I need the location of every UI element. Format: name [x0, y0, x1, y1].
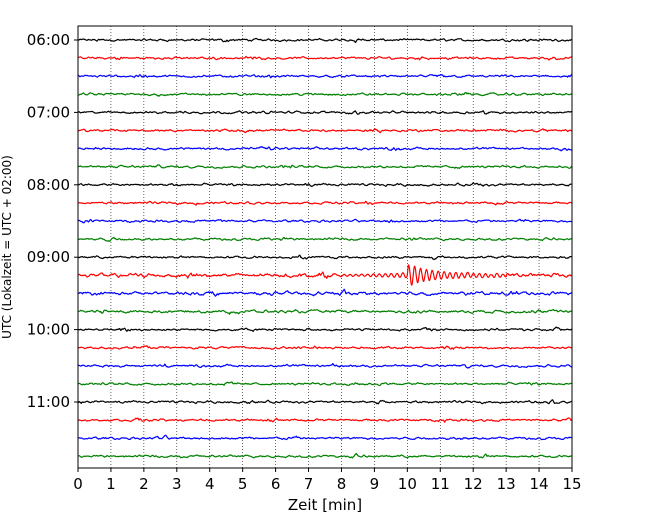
y-tick-label: 10:00 [27, 321, 70, 339]
trace-1115 [77, 417, 573, 423]
x-tick-label: 13 [497, 475, 516, 493]
trace-0730 [77, 146, 573, 152]
trace-1030 [77, 363, 573, 369]
seismogram-traces [77, 37, 573, 459]
x-tick-label: 8 [337, 475, 347, 493]
x-tick-label: 11 [431, 475, 450, 493]
trace-0845 [77, 236, 573, 242]
trace-1015 [77, 345, 573, 350]
x-axis-ticks: 0 1 2 3 4 5 6 7 8 9 10 11 12 13 14 15 [73, 468, 582, 493]
x-tick-label: 4 [205, 475, 215, 493]
trace-0715 [77, 128, 573, 134]
trace-0830 [77, 218, 573, 224]
trace-1130 [77, 434, 573, 441]
trace-1000 [77, 326, 573, 332]
y-tick-label: 06:00 [27, 31, 70, 49]
x-tick-label: 5 [238, 475, 248, 493]
trace-1100 [77, 399, 573, 405]
y-tick-label: 07:00 [27, 103, 70, 121]
trace-0945 [77, 309, 573, 315]
x-tick-label: 0 [73, 475, 83, 493]
y-axis-label: UTC (Lokalzeit = UTC + 02:00) [0, 155, 14, 339]
x-axis-label: Zeit [min] [288, 496, 362, 514]
trace-0815 [77, 200, 573, 206]
x-tick-label: 2 [139, 475, 149, 493]
x-tick-label: 14 [530, 475, 549, 493]
trace-0800 [77, 182, 573, 188]
x-tick-label: 3 [172, 475, 182, 493]
x-tick-label: 9 [370, 475, 380, 493]
trace-0915 [77, 264, 573, 286]
trace-0700 [77, 110, 573, 115]
x-tick-label: 12 [464, 475, 483, 493]
trace-0615 [77, 55, 573, 61]
trace-0600 [77, 37, 573, 44]
trace-0745 [77, 164, 573, 169]
y-tick-label: 11:00 [27, 393, 70, 411]
trace-1045 [77, 381, 573, 387]
trace-0630 [77, 73, 573, 79]
x-tick-label: 1 [106, 475, 116, 493]
y-axis-ticks: 06:00 07:00 08:00 09:00 10:00 11:00 [27, 31, 78, 411]
trace-0645 [77, 91, 573, 97]
plot-frame [77, 25, 573, 469]
trace-0900 [77, 254, 573, 261]
y-tick-label: 09:00 [27, 248, 70, 266]
x-tick-label: 15 [562, 475, 581, 493]
x-tick-label: 7 [304, 475, 314, 493]
x-tick-label: 10 [398, 475, 417, 493]
y-tick-label: 08:00 [27, 176, 70, 194]
x-tick-label: 6 [271, 475, 281, 493]
trace-1145 [77, 452, 573, 459]
trace-0930 [77, 288, 573, 297]
